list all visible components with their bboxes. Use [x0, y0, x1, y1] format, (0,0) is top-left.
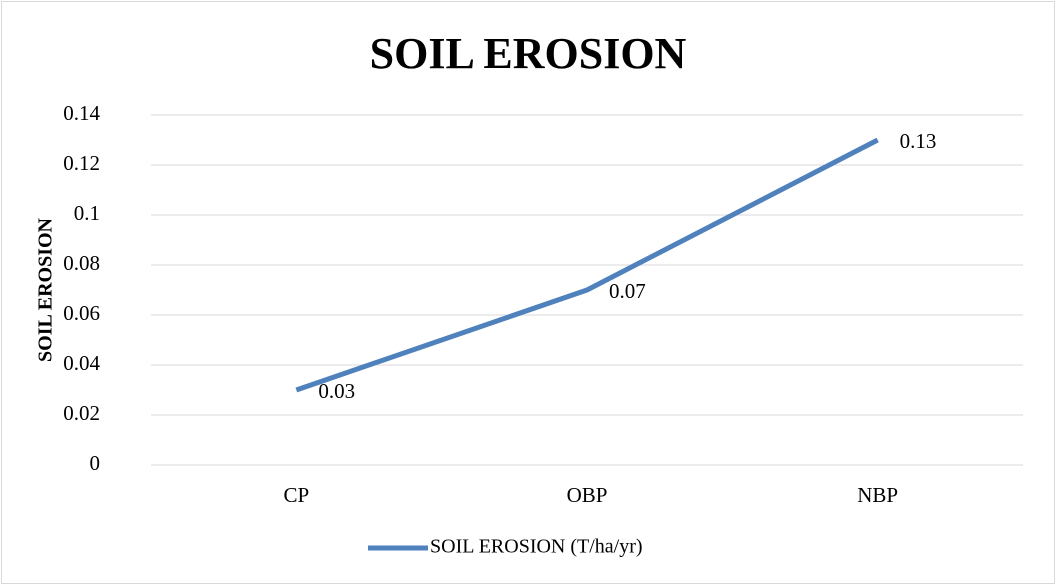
y-axis-label: SOIL EROSION	[35, 217, 57, 362]
chart-title: SOIL EROSION	[370, 29, 687, 78]
x-tick-label: OBP	[567, 483, 608, 507]
data-label: 0.13	[900, 129, 937, 153]
y-tick-label: 0.1	[74, 201, 100, 225]
legend-label: SOIL EROSION (T/ha/yr)	[430, 536, 643, 558]
y-tick-label: 0.06	[63, 301, 100, 325]
y-tick-label: 0.12	[63, 151, 100, 175]
data-label: 0.07	[609, 279, 646, 303]
y-tick-label: 0.14	[63, 101, 100, 125]
y-tick-label: 0	[90, 451, 101, 475]
y-tick-label: 0.02	[63, 401, 100, 425]
y-tick-label: 0.04	[63, 351, 100, 375]
line-series	[295, 137, 879, 393]
x-tick-label: NBP	[857, 483, 898, 507]
data-label: 0.03	[318, 379, 355, 403]
y-tick-label: 0.08	[63, 251, 100, 275]
x-tick-label: CP	[283, 483, 309, 507]
